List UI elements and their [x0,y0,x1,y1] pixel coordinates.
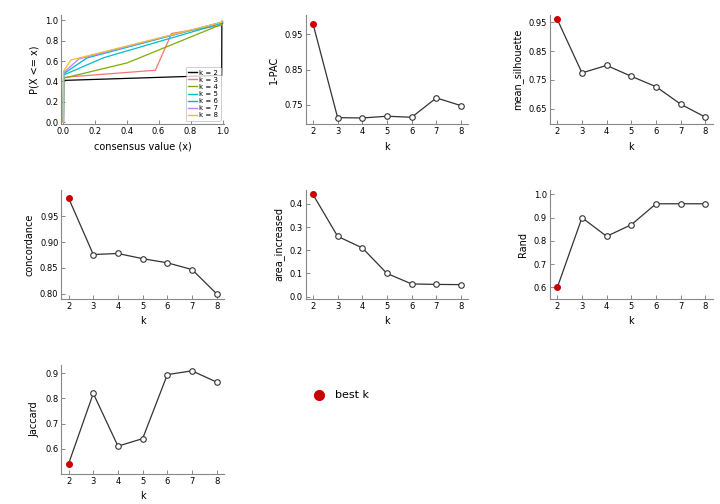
X-axis label: k: k [629,317,634,327]
Y-axis label: concordance: concordance [24,213,35,276]
Y-axis label: 1-PAC: 1-PAC [269,55,279,84]
X-axis label: k: k [140,491,145,501]
X-axis label: k: k [384,142,390,152]
Text: best k: best k [335,390,369,400]
Y-axis label: mean_silhouette: mean_silhouette [512,29,523,110]
Y-axis label: area_increased: area_increased [273,208,284,281]
X-axis label: k: k [140,317,145,327]
X-axis label: k: k [384,317,390,327]
X-axis label: consensus value (x): consensus value (x) [94,142,192,152]
Y-axis label: Rand: Rand [518,232,528,257]
Legend: k = 2, k = 3, k = 4, k = 5, k = 6, k = 7, k = 8: k = 2, k = 3, k = 4, k = 5, k = 6, k = 7… [186,67,220,121]
Y-axis label: P(X <= x): P(X <= x) [30,45,40,94]
Y-axis label: Jaccard: Jaccard [30,401,40,437]
X-axis label: k: k [629,142,634,152]
